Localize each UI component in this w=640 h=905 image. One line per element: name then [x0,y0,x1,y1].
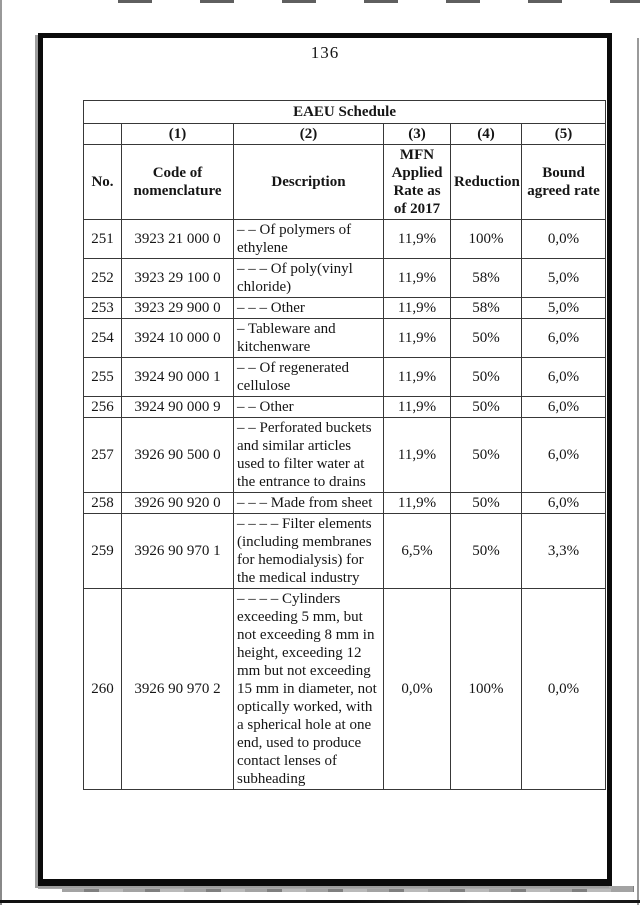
cell-code: 3924 90 000 9 [121,396,234,418]
cell-no: 252 [83,258,122,298]
cell-reduction: 50% [450,492,522,514]
cell-reduction: 50% [450,357,522,397]
cell-bound-rate: 6,0% [520,396,607,418]
cell-code: 3924 10 000 0 [121,318,234,358]
cell-bound-rate: 6,0% [520,318,607,358]
table-row: 253 3923 29 900 0 – – – Other 11,9% 58% … [83,297,607,319]
cell-code: 3924 90 000 1 [121,357,234,397]
page-number: 136 [310,43,340,62]
cell-mfn-rate: 6,5% [383,513,451,589]
header-reduction: Reduction [450,144,522,220]
scan-edge-right-artifact [637,38,639,905]
table-title-row: EAEU Schedule [82,100,607,124]
cell-description: – – – Other [233,297,384,319]
cell-no: 259 [83,513,122,589]
cell-reduction: 100% [450,219,522,259]
cell-bound-rate: 6,0% [520,492,607,514]
cell-mfn-rate: 11,9% [383,492,451,514]
cell-mfn-rate: 11,9% [383,396,451,418]
cell-no: 255 [83,357,122,397]
cell-code: 3923 29 900 0 [121,297,234,319]
document-page-frame: 136 EAEU Schedule (1) (2) (3) (4) (5) No… [38,33,612,886]
scan-edge-top-artifact [118,0,640,3]
cell-description: – – Other [233,396,384,418]
cell-code: 3923 29 100 0 [121,258,234,298]
table-row: 259 3926 90 970 1 – – – – Filter element… [83,513,607,589]
cell-code: 3926 90 920 0 [121,492,234,514]
cell-mfn-rate: 11,9% [383,357,451,397]
table-row: 252 3923 29 100 0 – – – Of poly(vinyl ch… [83,258,607,298]
table-row: 255 3924 90 000 1 – – Of regenerated cel… [83,357,607,397]
cell-bound-rate: 6,0% [520,357,607,397]
cell-mfn-rate: 11,9% [383,417,451,493]
table-title: EAEU Schedule [82,100,607,124]
cell-code: 3926 90 500 0 [121,417,234,493]
cell-reduction: 100% [450,588,522,790]
scan-smudge-artifact [62,886,634,892]
cell-mfn-rate: 11,9% [383,258,451,298]
cell-mfn-rate: 0,0% [383,588,451,790]
cell-description: – – Perforated buckets and similar artic… [233,417,384,493]
cell-mfn-rate: 11,9% [383,318,451,358]
cell-bound-rate: 6,0% [520,417,607,493]
table-row: 256 3924 90 000 9 – – Other 11,9% 50% 6,… [83,396,607,418]
cell-no: 260 [83,588,122,790]
cell-bound-rate: 5,0% [520,258,607,298]
eaeu-schedule-table: EAEU Schedule (1) (2) (3) (4) (5) No. Co… [82,100,607,790]
cell-description: – – Of regenerated cellulose [233,357,384,397]
cell-bound-rate: 0,0% [520,588,607,790]
cell-mfn-rate: 11,9% [383,297,451,319]
header-description: Description [233,144,384,220]
cell-mfn-rate: 11,9% [383,219,451,259]
scan-edge-left-artifact [0,0,2,905]
cell-code: 3926 90 970 1 [121,513,234,589]
table-row: 260 3926 90 970 2 – – – – Cylinders exce… [83,588,607,790]
column-index-1: (1) [121,123,234,145]
table-row: 257 3926 90 500 0 – – Perforated buckets… [83,417,607,493]
cell-reduction: 50% [450,417,522,493]
cell-reduction: 50% [450,318,522,358]
header-bound-rate: Bound agreed rate [520,144,607,220]
cell-bound-rate: 3,3% [520,513,607,589]
cell-description: – Tableware and kitchenware [233,318,384,358]
cell-no: 258 [83,492,122,514]
cell-no: 253 [83,297,122,319]
cell-no: 254 [83,318,122,358]
table-row: 251 3923 21 000 0 – – Of polymers of eth… [83,219,607,259]
cell-reduction: 50% [450,513,522,589]
column-index-4: (4) [450,123,522,145]
cell-bound-rate: 5,0% [520,297,607,319]
table-row: 258 3926 90 920 0 – – – Made from sheet … [83,492,607,514]
header-code: Code of nomenclature [121,144,234,220]
column-index-row: (1) (2) (3) (4) (5) [83,123,607,145]
cell-description: – – – – Filter elements (including membr… [233,513,384,589]
table-body: 251 3923 21 000 0 – – Of polymers of eth… [83,219,607,790]
cell-code: 3926 90 970 2 [121,588,234,790]
cell-reduction: 58% [450,258,522,298]
cell-reduction: 50% [450,396,522,418]
cell-no: 251 [83,219,122,259]
cell-description: – – Of polymers of ethylene [233,219,384,259]
header-mfn-rate: MFN Applied Rate as of 2017 [383,144,451,220]
table-row: 254 3924 10 000 0 – Tableware and kitche… [83,318,607,358]
column-index-3: (3) [383,123,451,145]
column-index-5: (5) [520,123,607,145]
cell-bound-rate: 0,0% [520,219,607,259]
cell-description: – – – – Cylinders exceeding 5 mm, but no… [233,588,384,790]
scan-edge-bottom-artifact [0,900,640,903]
cell-code: 3923 21 000 0 [121,219,234,259]
column-index-2: (2) [233,123,384,145]
cell-reduction: 58% [450,297,522,319]
cell-no: 256 [83,396,122,418]
cell-description: – – – Made from sheet [233,492,384,514]
column-header-row: No. Code of nomenclature Description MFN… [83,144,607,220]
column-index-blank [83,123,122,145]
cell-description: – – – Of poly(vinyl chloride) [233,258,384,298]
cell-no: 257 [83,417,122,493]
header-no: No. [83,144,122,220]
